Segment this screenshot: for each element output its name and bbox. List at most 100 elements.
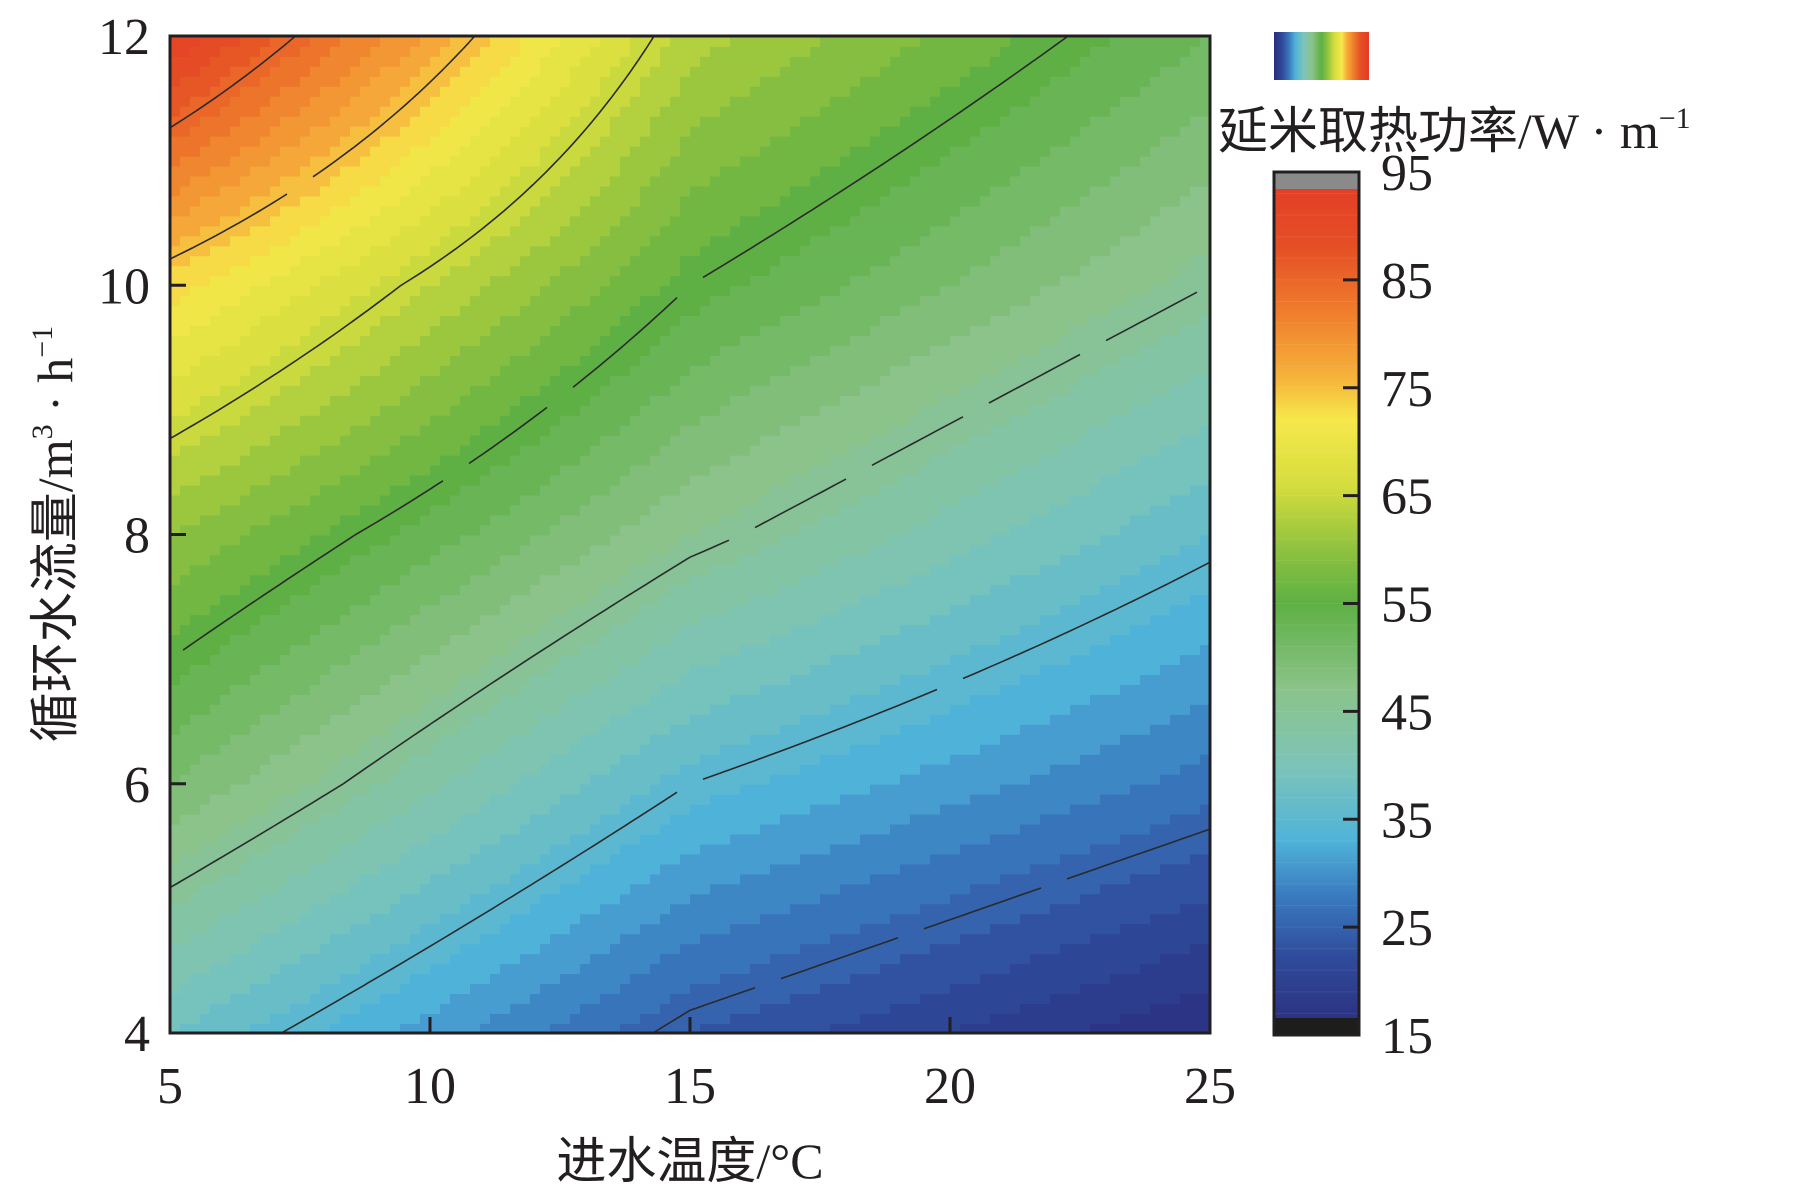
contour-cell (980, 893, 991, 905)
contour-cell (550, 783, 561, 795)
contour-cell (830, 674, 841, 685)
contour-cell (1040, 1003, 1051, 1014)
contour-cell (880, 823, 891, 835)
contour-cell (550, 634, 561, 646)
contour-cell (1050, 644, 1061, 656)
contour-cell (710, 743, 721, 755)
contour-cell (770, 743, 781, 755)
contour-cell (700, 674, 711, 685)
contour-cell (510, 833, 521, 845)
contour-cell (1010, 564, 1021, 576)
contour-cell (860, 594, 871, 606)
contour-cell (840, 843, 851, 855)
contour-cell (320, 803, 331, 815)
contour-cell (990, 1003, 1001, 1014)
contour-cell (680, 753, 691, 765)
contour-cell (940, 654, 951, 666)
contour-cell (1190, 584, 1201, 596)
contour-cell (1120, 753, 1131, 765)
contour-cell (1070, 923, 1081, 935)
contour-cell (310, 614, 321, 626)
contour-cell (860, 564, 871, 576)
contour-cell (800, 753, 811, 765)
contour-cell (900, 674, 911, 685)
contour-cell (650, 853, 661, 865)
contour-cell (700, 893, 711, 905)
contour-cell (1200, 763, 1210, 775)
contour-cell (850, 863, 861, 875)
contour-cell (400, 963, 411, 975)
contour-cell (250, 664, 261, 675)
contour-cell (560, 1023, 571, 1033)
contour-cell (1010, 664, 1021, 675)
contour-cell (450, 833, 461, 845)
contour-cell (910, 843, 921, 855)
contour-cell (1150, 843, 1161, 855)
contour-cell (410, 843, 421, 855)
contour-cell (780, 973, 791, 985)
contour-cell (290, 803, 301, 815)
contour-cell (560, 843, 571, 855)
contour-cell (1160, 684, 1171, 695)
contour-cell (190, 963, 201, 975)
contour-cell (490, 624, 501, 636)
contour-cell (210, 654, 221, 666)
contour-cell (320, 933, 331, 945)
contour-cell (1060, 703, 1071, 715)
contour-cell (910, 913, 921, 925)
contour-cell (400, 973, 411, 985)
contour-cell (1130, 674, 1141, 685)
contour-cell (550, 564, 561, 576)
contour-cell (660, 733, 671, 745)
contour-cell (970, 1023, 981, 1033)
contour-cell (220, 703, 231, 715)
contour-cell (710, 1003, 721, 1014)
contour-cell (370, 893, 381, 905)
contour-cell (900, 1023, 911, 1033)
contour-cell (170, 723, 181, 735)
contour-cell (970, 773, 981, 785)
contour-cell (1180, 694, 1191, 705)
contour-cell (900, 743, 911, 755)
contour-cell (360, 733, 371, 745)
contour-cell (250, 763, 261, 775)
contour-cell (630, 664, 641, 675)
contour-cell (400, 1023, 411, 1033)
contour-cell (1200, 644, 1210, 656)
contour-cell (730, 634, 741, 646)
contour-cell (1180, 983, 1191, 995)
contour-cell (440, 953, 451, 965)
contour-cell (410, 773, 421, 785)
contour-cell (810, 933, 821, 945)
contour-cell (790, 803, 801, 815)
contour-cell (750, 923, 761, 935)
contour-cell (720, 703, 731, 715)
contour-cell (760, 923, 771, 935)
contour-cell (1000, 913, 1011, 925)
contour-cell (410, 584, 421, 596)
contour-cell (900, 664, 911, 675)
contour-cell (500, 604, 511, 616)
contour-cell (640, 773, 651, 785)
contour-cell (590, 644, 601, 656)
contour-cell (470, 564, 481, 576)
contour-cell (230, 853, 241, 865)
contour-cell (350, 883, 361, 895)
contour-cell (1030, 564, 1041, 576)
contour-cell (500, 773, 511, 785)
contour-cell (190, 833, 201, 845)
contour-cell (1060, 873, 1071, 885)
contour-cell (270, 883, 281, 895)
contour-cell (750, 634, 761, 646)
contour-cell (1050, 763, 1061, 775)
contour-cell (610, 634, 621, 646)
contour-cell (500, 763, 511, 775)
contour-cell (210, 713, 221, 725)
contour-cell (800, 973, 811, 985)
contour-cell (1150, 743, 1161, 755)
contour-cell (170, 654, 181, 666)
contour-cell (630, 1003, 641, 1014)
contour-cell (890, 624, 901, 636)
contour-cell (330, 903, 341, 915)
contour-cell (870, 763, 881, 775)
